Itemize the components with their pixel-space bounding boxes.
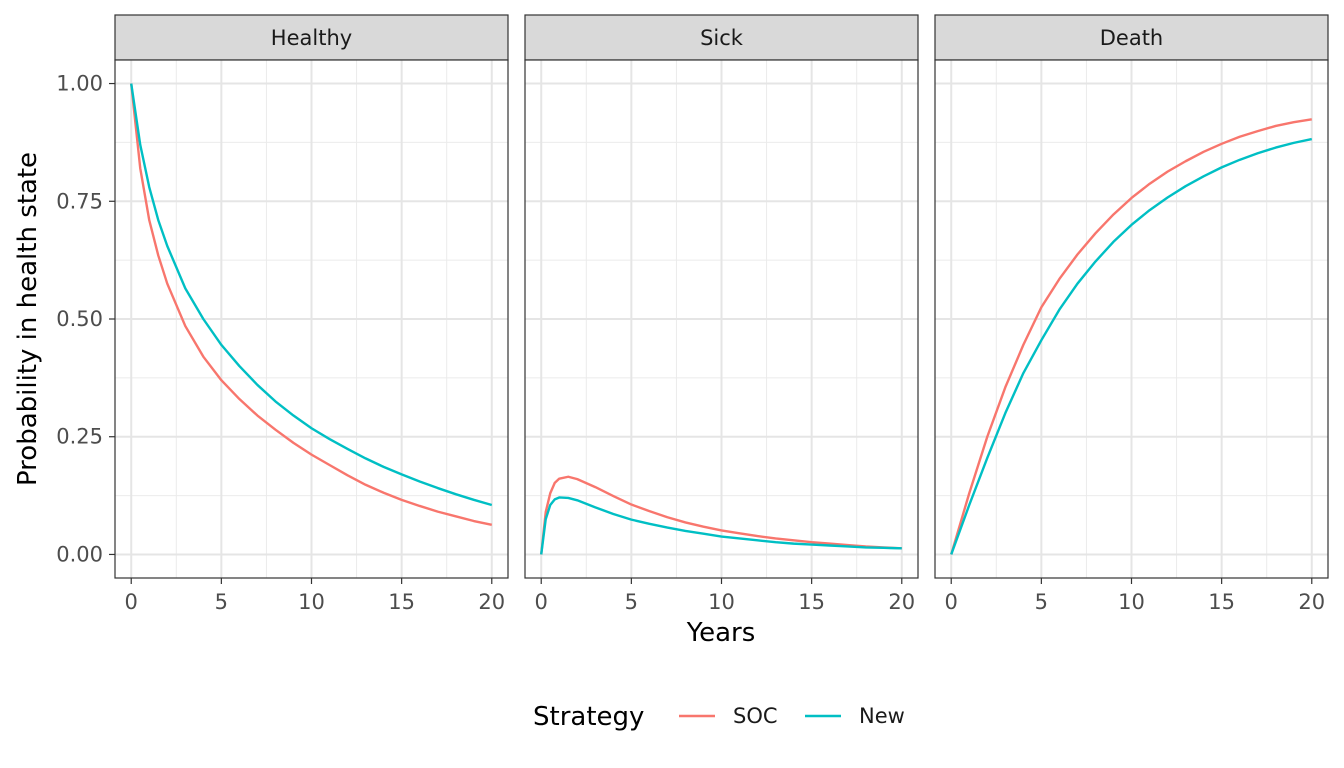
x-tick-label: 10: [1118, 590, 1145, 614]
x-tick-label: 20: [1298, 590, 1325, 614]
legend-label-soc: SOC: [733, 704, 778, 728]
x-tick-label: 5: [625, 590, 638, 614]
panel-sick: Sick 0 5 10 15 20: [524, 14, 919, 614]
series-line-new: [540, 496, 902, 555]
x-tick-label: 0: [535, 590, 548, 614]
y-tick-label: 0.25: [56, 425, 103, 449]
series-line-soc: [950, 118, 1312, 555]
y-tick-label: 0.75: [56, 189, 103, 213]
x-tick-label: 20: [478, 590, 505, 614]
facet-strip-label: Sick: [700, 26, 744, 50]
x-tick-label: 5: [215, 590, 228, 614]
legend: Strategy SOC New: [533, 702, 905, 732]
y-tick-label: 0.50: [56, 307, 103, 331]
y-tick-label: 1.00: [56, 72, 103, 96]
x-tick-label: 0: [125, 590, 138, 614]
facet-strip-label: Healthy: [271, 26, 352, 50]
facet-strip-label: Death: [1100, 26, 1164, 50]
legend-title: Strategy: [533, 702, 644, 732]
x-tick-label: 15: [1208, 590, 1235, 614]
series-line-new: [950, 137, 1313, 555]
x-tick-label: 0: [945, 590, 958, 614]
x-tick-label: 10: [298, 590, 325, 614]
series-line-soc: [540, 475, 902, 555]
x-tick-label: 10: [708, 590, 735, 614]
panel-healthy: Healthy 0 5 10 15 20 0.00 0.25 0.50 0.75 1.00: [56, 14, 509, 614]
x-tick-label: 20: [888, 590, 915, 614]
legend-label-new: New: [859, 704, 905, 728]
facet-strip: [934, 14, 1329, 61]
panels-layer: Healthy 0 5 10 15 20 0.00 0.25 0.50 0.75 1.00 Sick 0…: [56, 14, 1329, 614]
y-tick-label: 0.00: [56, 542, 103, 566]
series-line-soc: [130, 83, 493, 526]
series-line-new: [130, 83, 493, 507]
x-tick-label: 15: [798, 590, 825, 614]
panel-death: Death 0 5 10 15 20: [934, 14, 1329, 614]
x-tick-label: 5: [1035, 590, 1048, 614]
y-axis-title: Probability in health state: [13, 152, 43, 486]
x-axis-title: Years: [686, 618, 756, 648]
x-tick-label: 15: [388, 590, 415, 614]
facet-strip: [114, 14, 509, 61]
